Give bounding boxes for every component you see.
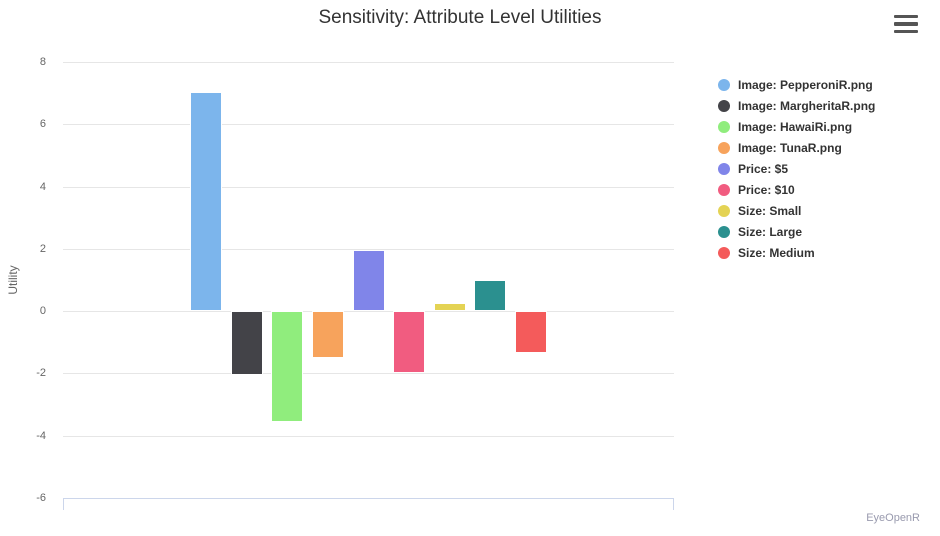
legend-item-image-hawairi-png[interactable]: Image: HawaiRi.png [712,116,875,137]
bar-image-hawairi-png[interactable] [271,311,304,422]
legend-marker-icon [718,225,730,238]
y-axis-title: Utility [6,265,20,295]
bar-price-10[interactable] [393,311,426,374]
y-tick-label: 4 [39,180,46,193]
y-tick-label: 8 [39,56,46,68]
legend-item-image-tunar-png[interactable]: Image: TunaR.png [712,137,875,158]
legend-item-label: Size: Small [738,203,802,218]
legend-marker-icon [718,99,730,112]
hamburger-icon [894,14,918,34]
bar-size-medium[interactable] [514,311,547,354]
legend-item-label: Price: $10 [738,182,795,197]
x-axis-tick [63,499,64,510]
bar-image-tunar-png[interactable] [311,311,344,358]
legend-item-label: Price: $5 [738,161,789,176]
gridline [63,435,674,437]
gridline [63,311,674,313]
chart-title: Sensitivity: Attribute Level Utilities [318,7,602,28]
y-tick-label: 0 [39,305,46,318]
x-axis-tick [673,499,674,510]
context-menu-button[interactable] [889,9,923,39]
legend-item-label: Size: Large [738,224,803,239]
gridline [63,186,674,188]
legend-item-label: Image: HawaiRi.png [738,119,853,134]
legend-item-size-small[interactable]: Size: Small [712,200,875,221]
y-tick-label: 6 [39,118,46,131]
legend-item-size-medium[interactable]: Size: Medium [712,242,875,263]
legend-item-image-margheritar-png[interactable]: Image: MargheritaR.png [712,95,875,116]
bar-size-small[interactable] [433,303,466,312]
bar-size-large[interactable] [474,280,507,312]
legend-item-image-pepperonir-png[interactable]: Image: PepperoniR.png [712,74,875,95]
legend-marker-icon [718,162,730,175]
y-tick-label: -2 [36,367,46,380]
legend-marker-icon [718,120,730,133]
legend-item-price-10[interactable]: Price: $10 [712,179,875,200]
gridline [63,248,674,250]
gridline [63,373,674,375]
gridline [63,62,674,63]
legend-marker-icon [718,78,730,91]
x-axis-line [63,498,674,499]
legend-item-label: Image: MargheritaR.png [738,98,876,113]
credits-link[interactable]: EyeOpenR [866,512,920,524]
y-tick-label: -4 [36,429,46,442]
legend-marker-icon [718,246,730,259]
bar-image-pepperonir-png[interactable] [190,91,223,312]
legend-marker-icon [718,183,730,196]
bar-price-5[interactable] [352,250,385,312]
y-tick-label: 2 [39,242,46,255]
legend-item-label: Size: Medium [738,245,815,260]
gridline [63,124,674,126]
legend-item-label: Image: TunaR.png [738,140,842,155]
legend-item-price-5[interactable]: Price: $5 [712,158,875,179]
legend-item-label: Image: PepperoniR.png [738,77,873,92]
legend-marker-icon [718,141,730,154]
legend: Image: PepperoniR.png Image: MargheritaR.… [712,74,875,263]
legend-marker-icon [718,204,730,217]
bar-image-margheritar-png[interactable] [230,311,263,375]
y-tick-label: -6 [36,492,46,504]
legend-item-size-large[interactable]: Size: Large [712,221,875,242]
